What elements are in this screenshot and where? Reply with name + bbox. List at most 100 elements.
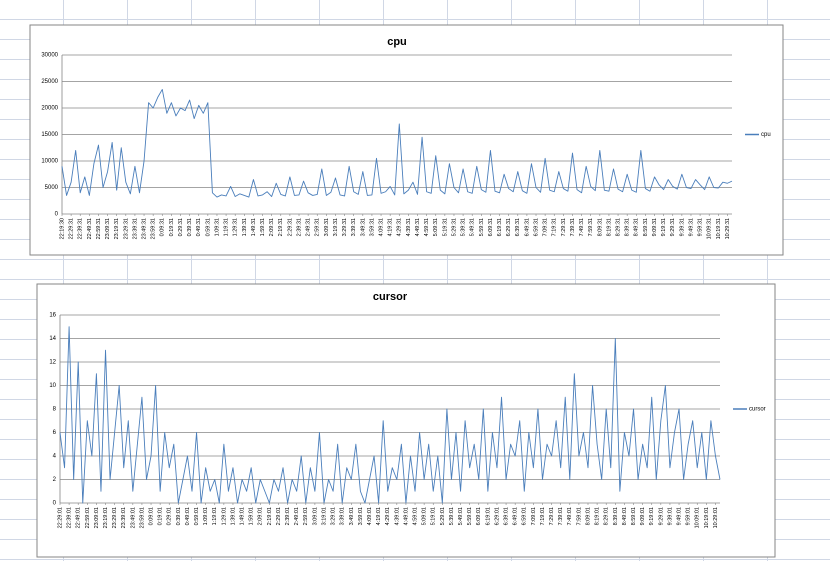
x-tick-label: 9:49:31 — [688, 218, 694, 236]
data-line — [61, 89, 733, 198]
x-tick-label: 23:19:01 — [103, 507, 109, 528]
x-tick-label: 3:29:31 — [342, 218, 348, 236]
x-tick-label: 7:19:31 — [552, 218, 558, 236]
x-tick-label: 7:59:01 — [576, 507, 582, 525]
x-tick-label: 7:09:31 — [543, 218, 549, 236]
x-tick-label: 3:49:31 — [360, 218, 366, 236]
x-tick-label: 10:09:01 — [695, 507, 701, 528]
x-tick-label: 9:39:01 — [667, 507, 673, 525]
x-tick-label: 7:29:31 — [561, 218, 567, 236]
x-tick-label: 1:19:31 — [224, 218, 230, 236]
x-tick-label: 3:59:31 — [369, 218, 375, 236]
y-tick-label: 16 — [49, 313, 56, 319]
x-tick-label: 6:09:31 — [488, 218, 494, 236]
x-tick-label: 23:09:01 — [94, 507, 100, 528]
x-tick-label: 0:39:31 — [187, 218, 193, 236]
x-tick-label: 0:29:01 — [167, 507, 173, 525]
x-tick-label: 23:29:01 — [112, 507, 118, 528]
x-tick-label: 8:19:31 — [606, 218, 612, 236]
x-tick-label: 0:29:31 — [178, 218, 184, 236]
x-tick-label: 6:19:31 — [497, 218, 503, 236]
x-tick-label: 9:39:31 — [679, 218, 685, 236]
x-tick-label: 5:09:31 — [433, 218, 439, 236]
x-tick-label: 0:19:01 — [158, 507, 164, 525]
x-tick-label: 9:29:31 — [670, 218, 676, 236]
x-tick-label: 2:59:31 — [315, 218, 321, 236]
chart-area — [29, 24, 784, 256]
x-tick-label: 7:09:01 — [531, 507, 537, 525]
x-tick-label: 22:49:31 — [87, 218, 93, 239]
x-tick-label: 1:29:01 — [221, 507, 227, 525]
x-tick-label: 2:19:31 — [278, 218, 284, 236]
x-tick-label: 6:09:01 — [476, 507, 482, 525]
y-tick-label: 4 — [53, 454, 57, 460]
x-tick-label: 10:19:01 — [704, 507, 710, 528]
x-tick-label: 0:19:31 — [169, 218, 175, 236]
x-tick-label: 3:49:01 — [349, 507, 355, 525]
x-tick-label: 0:49:01 — [185, 507, 191, 525]
x-tick-label: 4:59:01 — [412, 507, 418, 525]
x-tick-label: 9:19:01 — [649, 507, 655, 525]
x-tick-label: 4:19:31 — [388, 218, 394, 236]
x-tick-label: 10:29:31 — [725, 218, 731, 239]
x-tick-label: 3:09:01 — [312, 507, 318, 525]
x-tick-label: 4:59:31 — [424, 218, 430, 236]
x-tick-label: 6:59:31 — [533, 218, 539, 236]
x-tick-label: 9:19:31 — [661, 218, 667, 236]
x-tick-label: 5:09:01 — [422, 507, 428, 525]
x-tick-label: 4:29:01 — [385, 507, 391, 525]
x-tick-label: 6:49:31 — [524, 218, 530, 236]
x-tick-label: 8:29:31 — [616, 218, 622, 236]
x-tick-label: 5:19:31 — [442, 218, 448, 236]
y-tick-label: 25000 — [41, 79, 58, 85]
x-tick-label: 8:09:31 — [597, 218, 603, 236]
x-tick-label: 3:19:31 — [333, 218, 339, 236]
x-tick-label: 22:39:31 — [78, 218, 84, 239]
x-tick-label: 1:09:31 — [214, 218, 220, 236]
x-tick-label: 1:59:31 — [260, 218, 266, 236]
x-tick-label: 5:59:31 — [479, 218, 485, 236]
x-tick-label: 2:19:01 — [267, 507, 273, 525]
x-tick-label: 4:39:31 — [406, 218, 412, 236]
x-tick-label: 8:29:01 — [604, 507, 610, 525]
x-tick-label: 1:39:01 — [230, 507, 236, 525]
y-tick-label: 20000 — [41, 106, 58, 112]
x-tick-label: 2:39:01 — [285, 507, 291, 525]
x-tick-label: 4:29:31 — [397, 218, 403, 236]
x-tick-label: 9:49:01 — [676, 507, 682, 525]
x-tick-label: 5:29:31 — [451, 218, 457, 236]
x-tick-label: 23:39:31 — [132, 218, 138, 239]
x-tick-label: 8:39:01 — [613, 507, 619, 525]
x-tick-label: 2:39:31 — [296, 218, 302, 236]
x-tick-label: 3:29:01 — [331, 507, 337, 525]
x-tick-label: 6:39:31 — [515, 218, 521, 236]
x-tick-label: 5:29:01 — [440, 507, 446, 525]
x-tick-label: 6:59:01 — [522, 507, 528, 525]
x-tick-label: 1:29:31 — [233, 218, 239, 236]
x-tick-label: 23:59:31 — [151, 218, 157, 239]
x-tick-label: 2:29:31 — [287, 218, 293, 236]
x-tick-label: 8:59:31 — [643, 218, 649, 236]
x-tick-label: 5:39:01 — [449, 507, 455, 525]
x-tick-label: 5:49:01 — [458, 507, 464, 525]
x-tick-label: 0:09:01 — [148, 507, 154, 525]
x-tick-label: 9:09:31 — [652, 218, 658, 236]
x-tick-label: 1:39:31 — [242, 218, 248, 236]
x-tick-label: 1:59:01 — [249, 507, 255, 525]
x-tick-label: 22:49:01 — [76, 507, 82, 528]
x-tick-label: 2:49:01 — [294, 507, 300, 525]
y-tick-label: 6 — [53, 430, 57, 436]
x-tick-label: 10:09:31 — [707, 218, 713, 239]
x-tick-label: 3:39:01 — [340, 507, 346, 525]
x-tick-label: 6:29:01 — [494, 507, 500, 525]
x-tick-label: 6:19:01 — [485, 507, 491, 525]
x-tick-label: 6:29:31 — [506, 218, 512, 236]
x-tick-label: 23:49:01 — [130, 507, 136, 528]
y-tick-label: 14 — [49, 336, 56, 342]
x-tick-label: 8:19:01 — [595, 507, 601, 525]
x-tick-label: 22:59:31 — [96, 218, 102, 239]
x-tick-label: 3:59:01 — [358, 507, 364, 525]
x-tick-label: 7:39:31 — [570, 218, 576, 236]
x-tick-label: 6:49:01 — [513, 507, 519, 525]
